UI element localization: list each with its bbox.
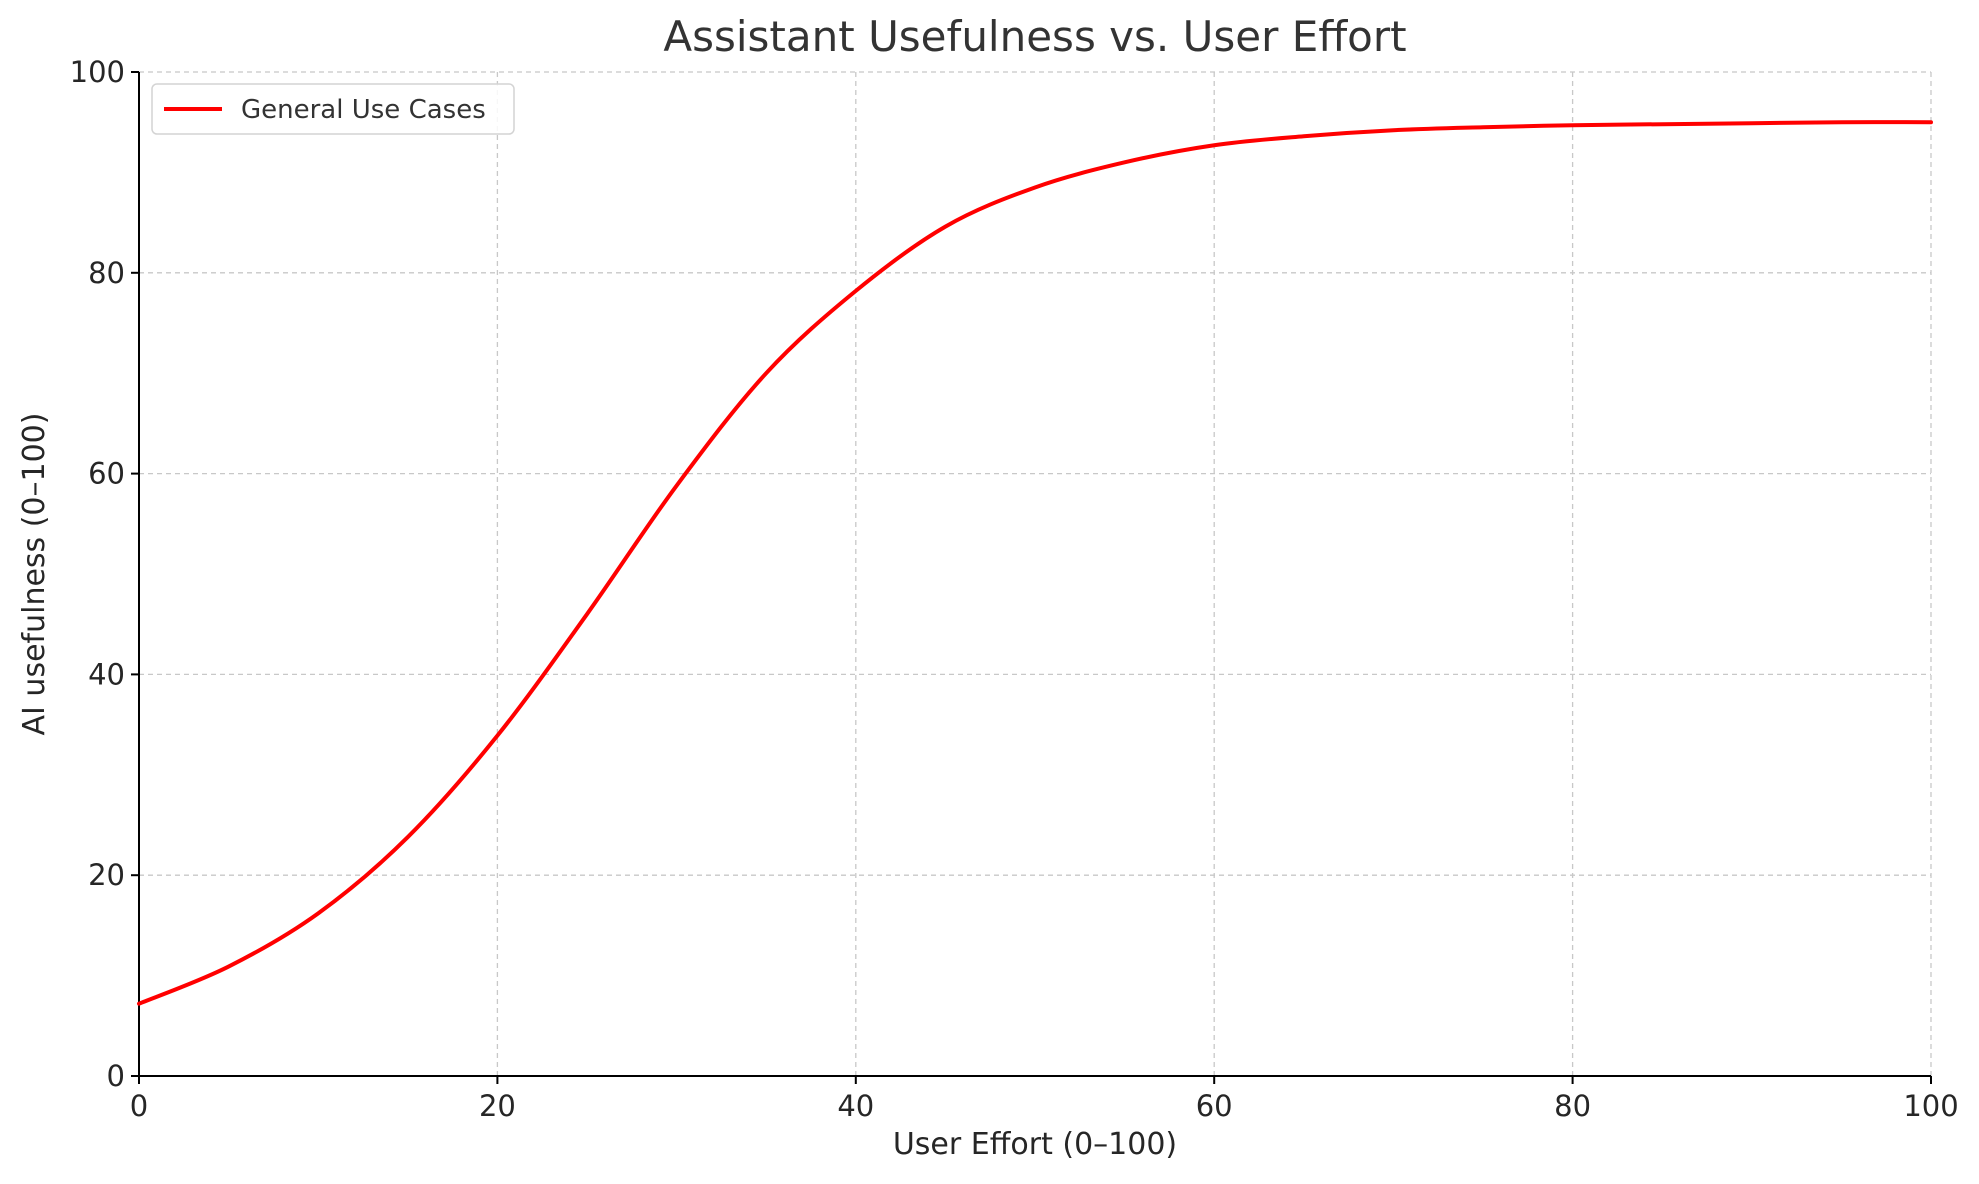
x-tick-label: 60 bbox=[1196, 1089, 1233, 1123]
x-tick-label: 20 bbox=[479, 1089, 516, 1123]
y-axis-label: AI usefulness (0–100) bbox=[17, 413, 52, 736]
x-axis-label: User Effort (0–100) bbox=[893, 1127, 1177, 1162]
y-tick-label: 20 bbox=[88, 858, 125, 892]
y-tick-label: 60 bbox=[88, 457, 125, 491]
y-tick-label: 80 bbox=[88, 256, 125, 290]
x-tick-label: 40 bbox=[837, 1089, 874, 1123]
y-tick-label: 40 bbox=[88, 657, 125, 691]
tick-labels: 0 20 40 60 80 100 0 20 40 60 80 100 bbox=[70, 55, 1959, 1123]
series-layer bbox=[137, 120, 1933, 1006]
y-tick-label: 100 bbox=[70, 55, 125, 89]
x-tick-label: 0 bbox=[130, 1089, 148, 1123]
x-tick-label: 80 bbox=[1554, 1089, 1591, 1123]
x-tick-label: 100 bbox=[1903, 1089, 1958, 1123]
series-line-general-use-cases bbox=[137, 120, 1933, 1006]
axes bbox=[131, 71, 1932, 1084]
legend: General Use Cases bbox=[151, 83, 515, 135]
chart-title: Assistant Usefulness vs. User Effort bbox=[663, 12, 1406, 61]
legend-label-general-use-cases: General Use Cases bbox=[241, 95, 486, 125]
y-tick-label: 0 bbox=[107, 1059, 125, 1093]
grid bbox=[139, 71, 1932, 1076]
legend-box bbox=[151, 83, 515, 135]
